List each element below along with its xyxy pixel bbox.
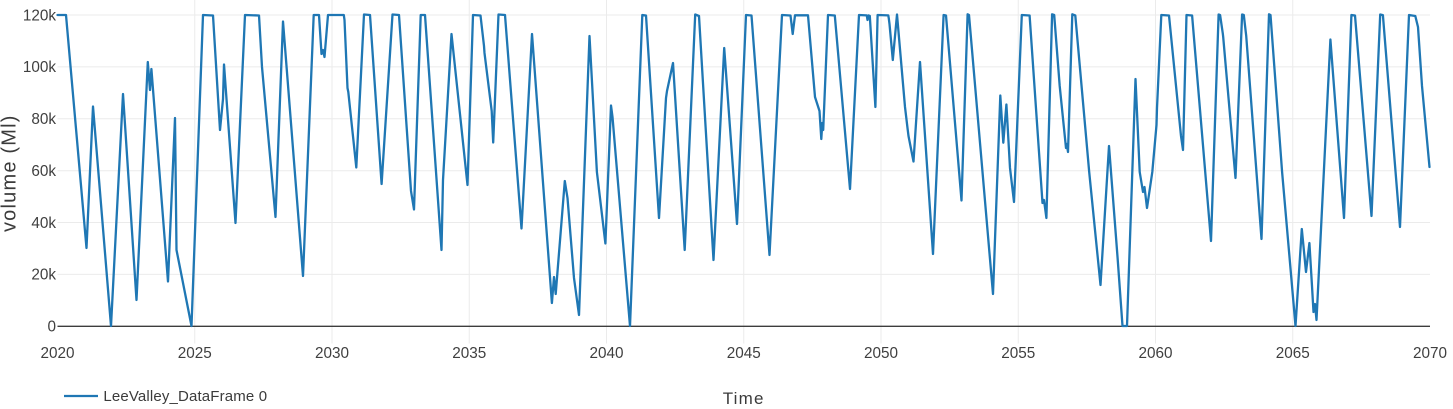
svg-text:2070: 2070 xyxy=(1413,345,1447,362)
svg-text:60k: 60k xyxy=(31,163,56,180)
svg-text:2045: 2045 xyxy=(727,345,761,362)
svg-text:100k: 100k xyxy=(23,59,57,76)
svg-text:2065: 2065 xyxy=(1276,345,1310,362)
svg-text:0: 0 xyxy=(47,319,56,336)
svg-text:40k: 40k xyxy=(31,215,56,232)
svg-text:2035: 2035 xyxy=(452,345,486,362)
svg-text:volume (Ml): volume (Ml) xyxy=(0,114,21,232)
svg-text:80k: 80k xyxy=(31,111,56,128)
svg-text:2060: 2060 xyxy=(1138,345,1172,362)
svg-text:2030: 2030 xyxy=(315,345,349,362)
svg-text:120k: 120k xyxy=(23,7,57,24)
svg-text:20k: 20k xyxy=(31,267,56,284)
svg-text:Time: Time xyxy=(723,389,765,408)
svg-text:2020: 2020 xyxy=(40,345,74,362)
svg-text:2040: 2040 xyxy=(589,345,623,362)
svg-text:2055: 2055 xyxy=(1001,345,1035,362)
svg-text:2025: 2025 xyxy=(178,345,212,362)
svg-text:LeeValley_DataFrame 0: LeeValley_DataFrame 0 xyxy=(103,388,267,405)
svg-text:2050: 2050 xyxy=(864,345,898,362)
